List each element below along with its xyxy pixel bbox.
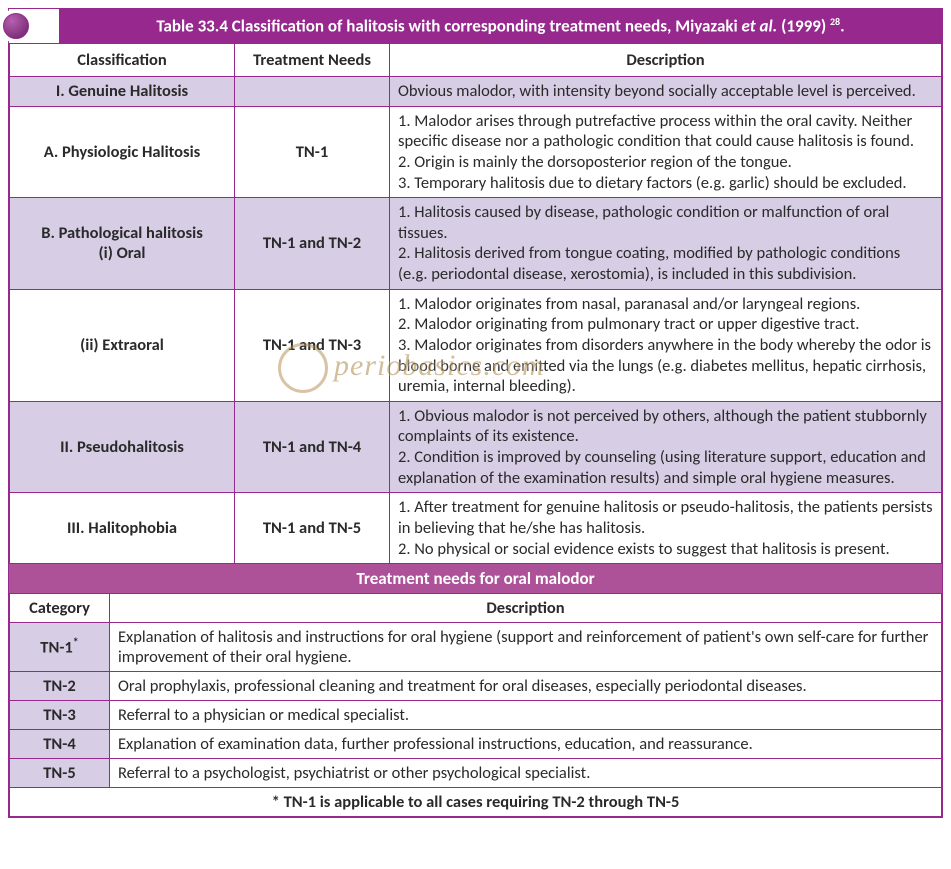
cell-category: TN-2 [10,672,110,701]
table-row: TN-2Oral prophylaxis, professional clean… [10,672,942,701]
table-row: TN-4Explanation of examination data, fur… [10,730,942,759]
cell-classification: B. Pathological halitosis(i) Oral [10,198,235,290]
table-row: III. HalitophobiaTN-1 and TN-51. After t… [10,493,942,564]
title-row: Table 33.4 Classification of halitosis w… [9,9,942,43]
cell-classification: II. Pseudohalitosis [10,401,235,493]
t2-header-description: Description [110,594,942,623]
table-row: B. Pathological halitosis(i) OralTN-1 an… [10,198,942,290]
cell-treatment-need: TN-1 and TN-2 [235,198,390,290]
table-row: I. Genuine Halitosis Obvious malodor, wit… [10,77,942,107]
table-row: TN-3Referral to a physician or medical s… [10,701,942,730]
subheader-bar: Treatment needs for oral malodor [9,564,942,593]
page-container: Table 33.4 Classification of halitosis w… [8,8,943,818]
cell-description: 1. After treatment for genuine halitosis… [390,493,942,564]
table-row: A. Physiologic HalitosisTN-11. Malodor a… [10,106,942,198]
cell-description: 1. Halitosis caused by disease, patholog… [390,198,942,290]
title-dot: . [840,16,845,37]
t2-header-category: Category [10,594,110,623]
table-wrapper: Table 33.4 Classification of halitosis w… [8,8,943,818]
classification-table: Classification Treatment Needs Descripti… [9,43,942,564]
cell-classification: (ii) Extraoral [10,289,235,401]
cell-need-description: Oral prophylaxis, professional cleaning … [110,672,942,701]
t2-header-row: Category Description [10,594,942,623]
table-row: II. PseudohalitosisTN-1 and TN-41. Obvio… [10,401,942,493]
table-row: TN-5Referral to a psychologist, psychiat… [10,759,942,788]
cell-description: 1. Obvious malodor is not perceived by o… [390,401,942,493]
treatment-needs-table: Category Description TN-1*Explanation of… [9,593,942,817]
cell-category: TN-3 [10,701,110,730]
title-sup: 28 [830,15,840,28]
cell-need-description: Referral to a psychologist, psychiatrist… [110,759,942,788]
cell-treatment-need: TN-1 and TN-3 [235,289,390,401]
table-title: Table 33.4 Classification of halitosis w… [59,9,942,43]
header-classification: Classification [10,44,235,77]
cell-treatment-need: TN-1 and TN-5 [235,493,390,564]
cell-treatment-need: TN-1 and TN-4 [235,401,390,493]
cell-treatment-need [235,77,390,107]
header-description: Description [390,44,942,77]
cell-description: 1. Malodor originates from nasal, parana… [390,289,942,401]
cell-description: Obvious malodor, with intensity beyond s… [390,77,942,107]
table-row: (ii) ExtraoralTN-1 and TN-31. Malodor or… [10,289,942,401]
title-em: et al. [742,16,778,37]
header-treatment-needs: Treatment Needs [235,44,390,77]
title-prefix: Table 33.4 Classification of halitosis w… [156,16,741,37]
header-row: Classification Treatment Needs Descripti… [10,44,942,77]
cell-need-description: Explanation of halitosis and instruction… [110,623,942,672]
cell-classification: I. Genuine Halitosis [10,77,235,107]
cell-need-description: Explanation of examination data, further… [110,730,942,759]
bullet-icon [0,9,33,43]
cell-classification: A. Physiologic Halitosis [10,106,235,198]
footnote: * TN-1 is applicable to all cases requir… [10,788,942,817]
cell-category: TN-4 [10,730,110,759]
cell-description: 1. Malodor arises through putrefactive p… [390,106,942,198]
title-suffix: (1999) [781,16,826,37]
table-row: TN-1*Explanation of halitosis and instru… [10,623,942,672]
cell-classification: III. Halitophobia [10,493,235,564]
cell-category: TN-1* [10,623,110,672]
cell-treatment-need: TN-1 [235,106,390,198]
bullet-cell [9,9,59,43]
cell-need-description: Referral to a physician or medical speci… [110,701,942,730]
cell-category: TN-5 [10,759,110,788]
